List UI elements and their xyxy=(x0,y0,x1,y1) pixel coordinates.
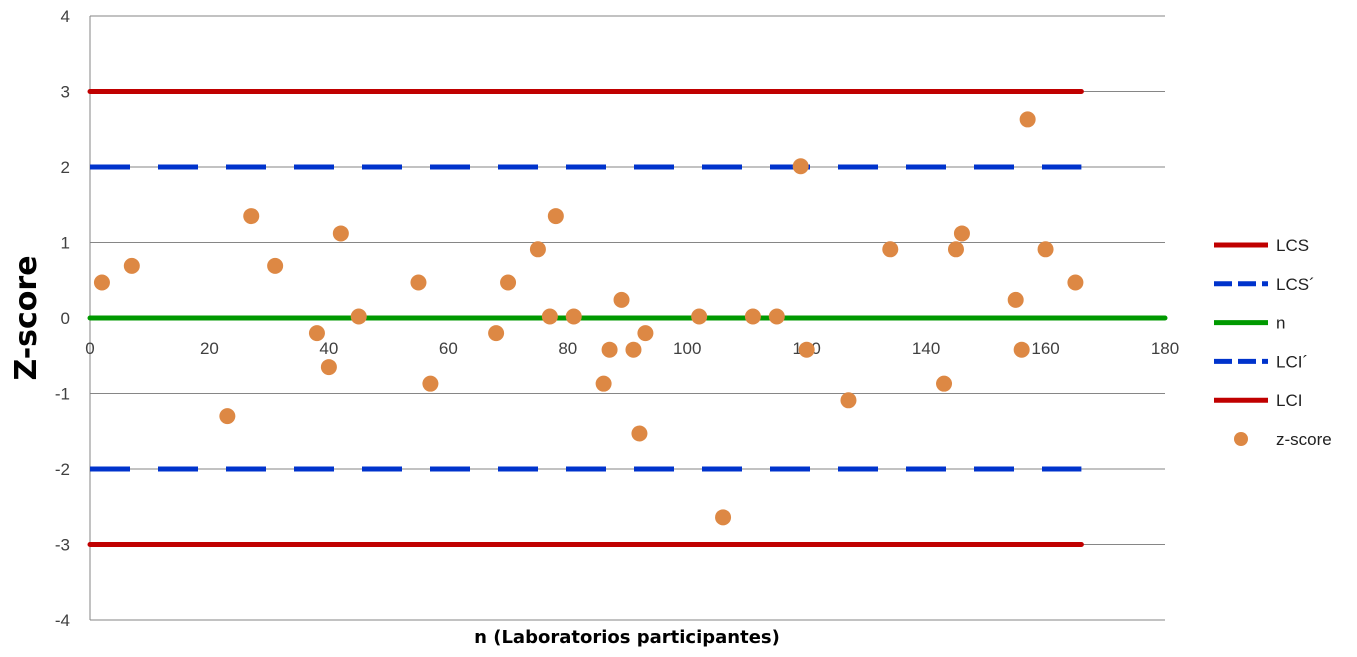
z-score-point xyxy=(691,308,708,325)
z-score-point xyxy=(488,325,505,342)
x-tick-labels: 020406080100120140160180 xyxy=(85,339,1179,358)
legend-label: LCI xyxy=(1276,391,1302,410)
z-score-point xyxy=(123,257,140,274)
z-score-point xyxy=(332,225,349,242)
z-score-points xyxy=(93,111,1084,526)
z-score-point xyxy=(500,274,517,291)
y-tick-labels: -4 -3 -2 -1 0 1 2 3 4 xyxy=(55,7,70,630)
legend-swatch xyxy=(1234,432,1248,446)
x-tick-label: 100 xyxy=(673,339,701,358)
z-score-point xyxy=(1037,241,1054,258)
z-score-point xyxy=(547,208,564,225)
y-tick-label: -4 xyxy=(55,611,70,630)
z-score-point xyxy=(219,408,236,425)
z-score-point xyxy=(595,375,612,392)
x-tick-label: 0 xyxy=(85,339,94,358)
legend-label: n xyxy=(1276,314,1285,333)
x-tick-label: 80 xyxy=(558,339,577,358)
legend-label: LCS xyxy=(1276,236,1309,255)
z-score-point xyxy=(422,375,439,392)
x-tick-label: 60 xyxy=(439,339,458,358)
z-score-point xyxy=(947,241,964,258)
z-score-point xyxy=(1007,291,1024,308)
y-tick-label: -2 xyxy=(55,460,70,479)
x-tick-label: 40 xyxy=(319,339,338,358)
z-score-point xyxy=(541,308,558,325)
z-score-point xyxy=(410,274,427,291)
z-score-point xyxy=(631,425,648,442)
legend: LCS LCS´ n LCI´ LCI z-score xyxy=(1214,236,1332,449)
limit-lines xyxy=(87,89,1168,547)
legend-label: LCS´ xyxy=(1276,275,1315,294)
z-score-point xyxy=(798,341,815,358)
x-tick-label: 20 xyxy=(200,339,219,358)
legend-label: LCI´ xyxy=(1276,352,1308,371)
y-tick-label: 4 xyxy=(61,7,70,26)
z-score-point xyxy=(529,241,546,258)
y-tick-label: 3 xyxy=(61,83,70,102)
z-score-point xyxy=(715,509,732,526)
z-score-point xyxy=(93,274,110,291)
y-axis-title: Z-score xyxy=(9,255,44,380)
y-tick-label: 2 xyxy=(61,158,70,177)
z-score-point xyxy=(565,308,582,325)
z-score-point xyxy=(953,225,970,242)
z-score-point xyxy=(1067,274,1084,291)
z-score-point xyxy=(637,325,654,342)
x-axis-title: n (Laboratorios participantes) xyxy=(474,627,780,648)
z-score-point xyxy=(243,208,260,225)
x-tick-label: 160 xyxy=(1031,339,1059,358)
legend-label: z-score xyxy=(1276,430,1332,449)
z-score-point xyxy=(882,241,899,258)
z-score-point xyxy=(1013,341,1030,358)
z-score-point xyxy=(768,308,785,325)
z-score-point xyxy=(1019,111,1036,128)
z-score-point xyxy=(320,359,337,376)
z-score-point xyxy=(350,308,367,325)
y-tick-label: -3 xyxy=(55,536,70,555)
y-tick-label: 1 xyxy=(61,234,70,253)
z-score-point xyxy=(840,392,857,409)
y-tick-label: -1 xyxy=(55,385,70,404)
x-tick-label: 140 xyxy=(912,339,940,358)
z-score-point xyxy=(792,158,809,175)
z-score-point xyxy=(936,375,953,392)
z-score-point xyxy=(613,291,630,308)
z-score-point xyxy=(267,257,284,274)
z-score-point xyxy=(744,308,761,325)
z-score-point xyxy=(625,341,642,358)
z-score-point xyxy=(601,341,618,358)
x-tick-label: 180 xyxy=(1151,339,1179,358)
z-score-point xyxy=(308,325,325,342)
y-tick-label: 0 xyxy=(61,309,70,328)
